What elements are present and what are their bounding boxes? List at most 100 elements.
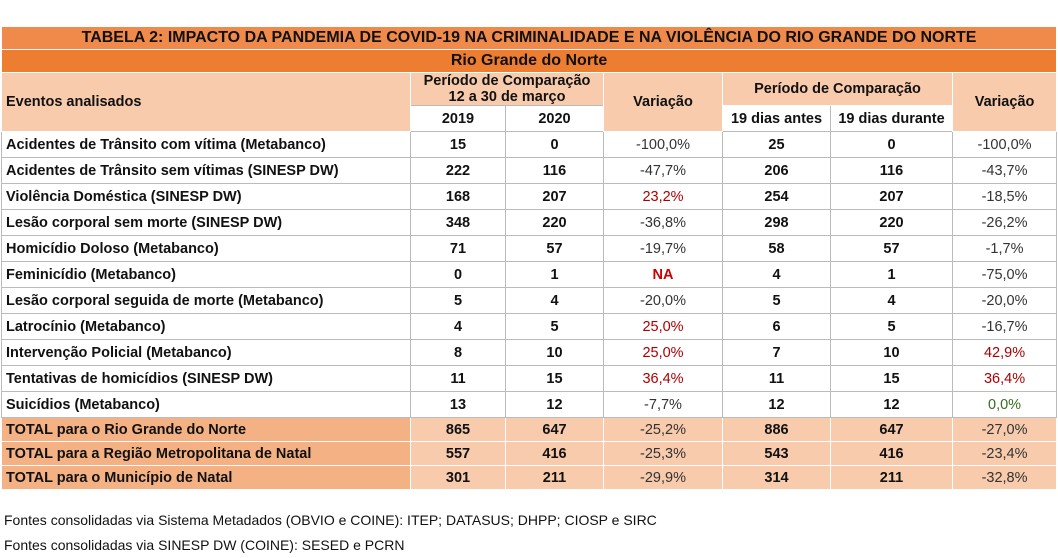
table-row: Violência Doméstica (SINESP DW) 168 207 23,… bbox=[1, 183, 1058, 210]
header-line: Período de Comparação bbox=[423, 73, 591, 90]
count-cell: 207 bbox=[505, 183, 604, 210]
table-row: Acidentes de Trânsito sem vítimas (SINES… bbox=[1, 157, 1058, 184]
total-row: TOTAL para o Município de Natal 301 211 -29… bbox=[1, 465, 1058, 490]
table-row: Lesão corporal seguida de morte (Metaban… bbox=[1, 287, 1058, 314]
header-window: 19 dias durante bbox=[830, 105, 953, 132]
source-note: Fontes consolidadas via SINESP DW (COINE… bbox=[4, 537, 405, 553]
count-cell: 10 bbox=[505, 339, 604, 366]
count-cell: 12 bbox=[505, 391, 604, 418]
count-cell: 0 bbox=[505, 131, 604, 158]
count-cell: 557 bbox=[410, 441, 506, 466]
variation-cell: -26,2% bbox=[951, 209, 1058, 236]
variation-cell: -32,8% bbox=[951, 465, 1058, 490]
variation-cell: 25,0% bbox=[603, 313, 723, 340]
count-cell: 220 bbox=[505, 209, 604, 236]
source-note: Fontes consolidadas via Sistema Metadado… bbox=[4, 512, 657, 528]
row-label: Homicídio Doloso (Metabanco) bbox=[1, 235, 411, 262]
table-row: Suicídios (Metabanco) 13 12 -7,7% 12 12 0,0% bbox=[1, 391, 1058, 418]
count-cell: 71 bbox=[410, 235, 506, 262]
count-cell: 5 bbox=[830, 313, 953, 340]
variation-cell: -7,7% bbox=[603, 391, 723, 418]
count-cell: 116 bbox=[505, 157, 604, 184]
header-period-b: Período de Comparação bbox=[722, 72, 953, 106]
header-variation: Variação bbox=[951, 72, 1058, 132]
table-body: Acidentes de Trânsito com vítima (Metaba… bbox=[1, 131, 1058, 490]
count-cell: 57 bbox=[505, 235, 604, 262]
count-cell: 15 bbox=[410, 131, 506, 158]
variation-cell: -75,0% bbox=[951, 261, 1058, 288]
count-cell: 11 bbox=[410, 365, 506, 392]
row-label: Lesão corporal sem morte (SINESP DW) bbox=[1, 209, 411, 236]
count-cell: 254 bbox=[722, 183, 831, 210]
count-cell: 886 bbox=[722, 417, 831, 442]
row-label: TOTAL para o Rio Grande do Norte bbox=[1, 417, 411, 442]
count-cell: 1 bbox=[830, 261, 953, 288]
variation-cell: -27,0% bbox=[951, 417, 1058, 442]
data-table: TABELA 2: IMPACTO DA PANDEMIA DE COVID-1… bbox=[0, 26, 1058, 490]
count-cell: 298 bbox=[722, 209, 831, 236]
table-row: Feminicídio (Metabanco) 0 1 NA 4 1 -75,0% bbox=[1, 261, 1058, 288]
count-cell: 168 bbox=[410, 183, 506, 210]
variation-cell: -16,7% bbox=[951, 313, 1058, 340]
total-row: TOTAL para o Rio Grande do Norte 865 647 -2… bbox=[1, 417, 1058, 442]
total-row: TOTAL para a Região Metropolitana de Nat… bbox=[1, 441, 1058, 466]
header-events: Eventos analisados bbox=[1, 72, 411, 132]
count-cell: 207 bbox=[830, 183, 953, 210]
count-cell: 4 bbox=[505, 287, 604, 314]
variation-cell: 23,2% bbox=[603, 183, 723, 210]
count-cell: 206 bbox=[722, 157, 831, 184]
variation-cell: -19,7% bbox=[603, 235, 723, 262]
count-cell: 8 bbox=[410, 339, 506, 366]
variation-cell: -25,2% bbox=[603, 417, 723, 442]
count-cell: 5 bbox=[722, 287, 831, 314]
count-cell: 4 bbox=[722, 261, 831, 288]
variation-cell: -23,4% bbox=[951, 441, 1058, 466]
table-row: Acidentes de Trânsito com vítima (Metaba… bbox=[1, 131, 1058, 158]
variation-cell: -20,0% bbox=[603, 287, 723, 314]
variation-cell: -47,7% bbox=[603, 157, 723, 184]
variation-cell: -25,3% bbox=[603, 441, 723, 466]
count-cell: 220 bbox=[830, 209, 953, 236]
header-variation: Variação bbox=[603, 72, 723, 132]
count-cell: 12 bbox=[830, 391, 953, 418]
table-title: TABELA 2: IMPACTO DA PANDEMIA DE COVID-1… bbox=[0, 26, 1058, 50]
count-cell: 4 bbox=[410, 313, 506, 340]
row-label: Lesão corporal seguida de morte (Metaban… bbox=[1, 287, 411, 314]
variation-cell: -20,0% bbox=[951, 287, 1058, 314]
row-label: Acidentes de Trânsito sem vítimas (SINES… bbox=[1, 157, 411, 184]
header-period-a: Período de Comparação 12 a 30 de março bbox=[410, 72, 604, 106]
table-subtitle: Rio Grande do Norte bbox=[0, 49, 1058, 73]
variation-cell: 0,0% bbox=[951, 391, 1058, 418]
variation-cell: -18,5% bbox=[951, 183, 1058, 210]
variation-cell: -36,8% bbox=[603, 209, 723, 236]
row-label: Latrocínio (Metabanco) bbox=[1, 313, 411, 340]
count-cell: 5 bbox=[410, 287, 506, 314]
header-year: 2019 bbox=[410, 105, 506, 132]
count-cell: 211 bbox=[505, 465, 604, 490]
count-cell: 348 bbox=[410, 209, 506, 236]
count-cell: 6 bbox=[722, 313, 831, 340]
count-cell: 116 bbox=[830, 157, 953, 184]
count-cell: 15 bbox=[830, 365, 953, 392]
count-cell: 865 bbox=[410, 417, 506, 442]
count-cell: 57 bbox=[830, 235, 953, 262]
count-cell: 10 bbox=[830, 339, 953, 366]
table-row: Lesão corporal sem morte (SINESP DW) 348 2… bbox=[1, 209, 1058, 236]
count-cell: 211 bbox=[830, 465, 953, 490]
table-row: Intervenção Policial (Metabanco) 8 10 25,0%… bbox=[1, 339, 1058, 366]
count-cell: 647 bbox=[505, 417, 604, 442]
variation-cell: -100,0% bbox=[951, 131, 1058, 158]
count-cell: 7 bbox=[722, 339, 831, 366]
row-label: Acidentes de Trânsito com vítima (Metaba… bbox=[1, 131, 411, 158]
row-label: Suicídios (Metabanco) bbox=[1, 391, 411, 418]
count-cell: 0 bbox=[410, 261, 506, 288]
count-cell: 4 bbox=[830, 287, 953, 314]
count-cell: 13 bbox=[410, 391, 506, 418]
header-window: 19 dias antes bbox=[722, 105, 831, 132]
count-cell: 1 bbox=[505, 261, 604, 288]
count-cell: 12 bbox=[722, 391, 831, 418]
row-label: Tentativas de homicídios (SINESP DW) bbox=[1, 365, 411, 392]
count-cell: 314 bbox=[722, 465, 831, 490]
table-row: Homicídio Doloso (Metabanco) 71 57 -19,7% 58… bbox=[1, 235, 1058, 262]
variation-cell: 25,0% bbox=[603, 339, 723, 366]
